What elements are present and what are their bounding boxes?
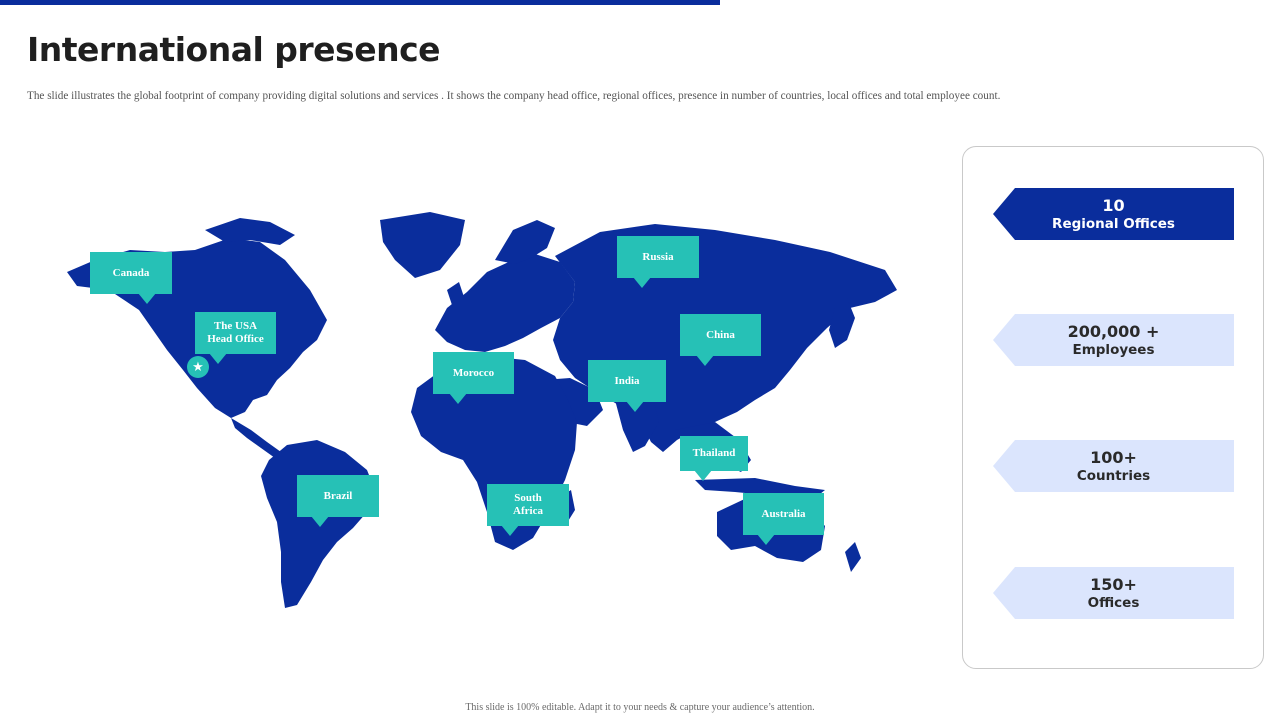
callout-china-label: China [706,328,735,341]
greenland [380,212,465,278]
callout-brazil: Brazil [297,475,379,527]
arctic-islands [205,218,295,245]
callout-russia-label: Russia [642,250,674,263]
stat-label: Regional Offices [1052,215,1175,232]
stats-panel [962,146,1264,669]
callout-thailand-label: Thailand [692,447,736,459]
stat-label: Offices [1087,594,1140,611]
stat-countries: 100+ Countries [993,440,1234,492]
callout-south-africa-label: South Africa [513,492,543,517]
stat-value: 200,000 + [1067,321,1160,341]
callout-canada: Canada [90,252,172,304]
top-accent-bar [0,0,720,5]
stat-label: Employees [1072,341,1155,358]
japan [829,298,855,348]
page-title: International presence [27,30,441,69]
callout-pointer [138,293,156,304]
stat-value: 10 [1102,195,1125,215]
callout-usa-label: The USA Head Office [207,320,264,345]
world-map-graphic [67,212,897,608]
callout-russia: Russia [617,236,699,288]
uk [447,282,465,308]
stat-employees: 200,000 + Employees [993,314,1234,366]
callout-thailand: Thailand [680,436,748,481]
stat-regional-offices: 10 Regional Offices [993,188,1234,240]
callout-pointer [209,353,227,364]
callout-canada-label: Canada [112,266,150,279]
stat-label: Countries [1076,467,1151,484]
callout-australia-label: Australia [761,507,806,520]
callout-pointer [501,525,519,536]
callout-morocco: Morocco [433,352,514,404]
callout-australia: Australia [743,493,824,545]
stat-offices: 150+ Offices [993,567,1234,619]
callout-pointer [626,401,644,412]
callout-india: India [588,360,666,412]
europe [435,254,575,352]
central-america [231,418,287,462]
callout-pointer [694,470,712,481]
callout-brazil-label: Brazil [323,489,353,502]
scandinavia [495,220,555,264]
new-zealand [845,542,861,572]
callout-india-label: India [614,374,640,387]
callout-morocco-label: Morocco [452,366,495,379]
head-office-star-icon: ★ [187,356,209,378]
stat-value: 100+ [1090,447,1137,467]
footer-note: This slide is 100% editable. Adapt it to… [465,702,815,713]
callout-pointer [696,355,714,366]
callout-usa: The USA Head Office [195,312,276,364]
callout-pointer [633,277,651,288]
world-map [55,190,905,615]
page-subtitle: The slide illustrates the global footpri… [27,90,1001,102]
stat-value: 150+ [1090,574,1137,594]
callout-pointer [757,534,775,545]
callout-china: China [680,314,761,366]
callout-pointer [311,516,329,527]
callout-south-africa: South Africa [487,484,569,536]
callout-pointer [449,393,467,404]
